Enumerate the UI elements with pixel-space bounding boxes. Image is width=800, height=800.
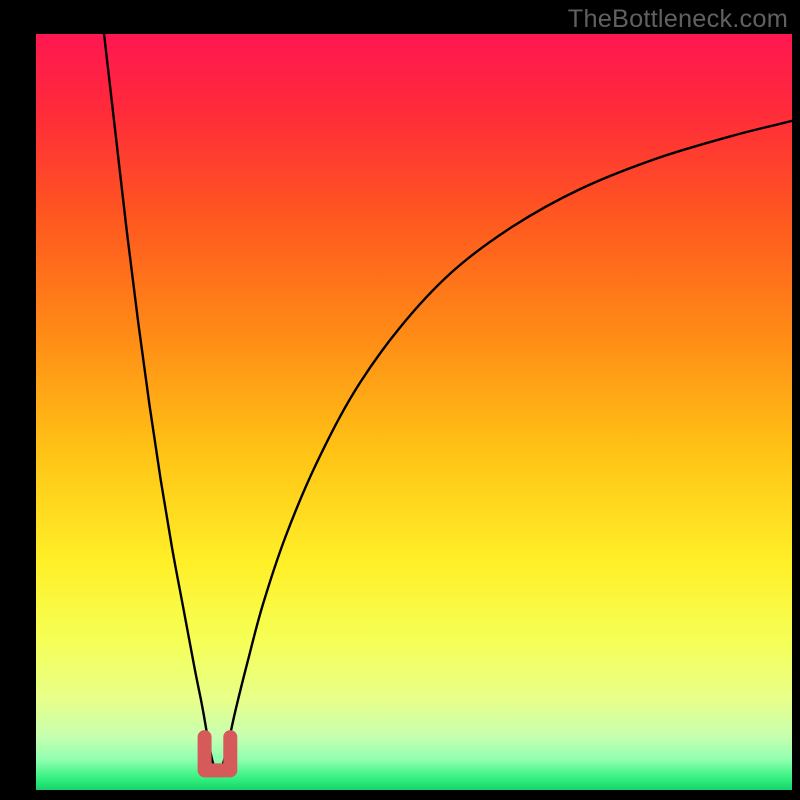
watermark-text: TheBottleneck.com bbox=[568, 5, 788, 34]
stage: TheBottleneck.com bbox=[0, 0, 800, 800]
bottleneck-chart bbox=[36, 34, 792, 790]
